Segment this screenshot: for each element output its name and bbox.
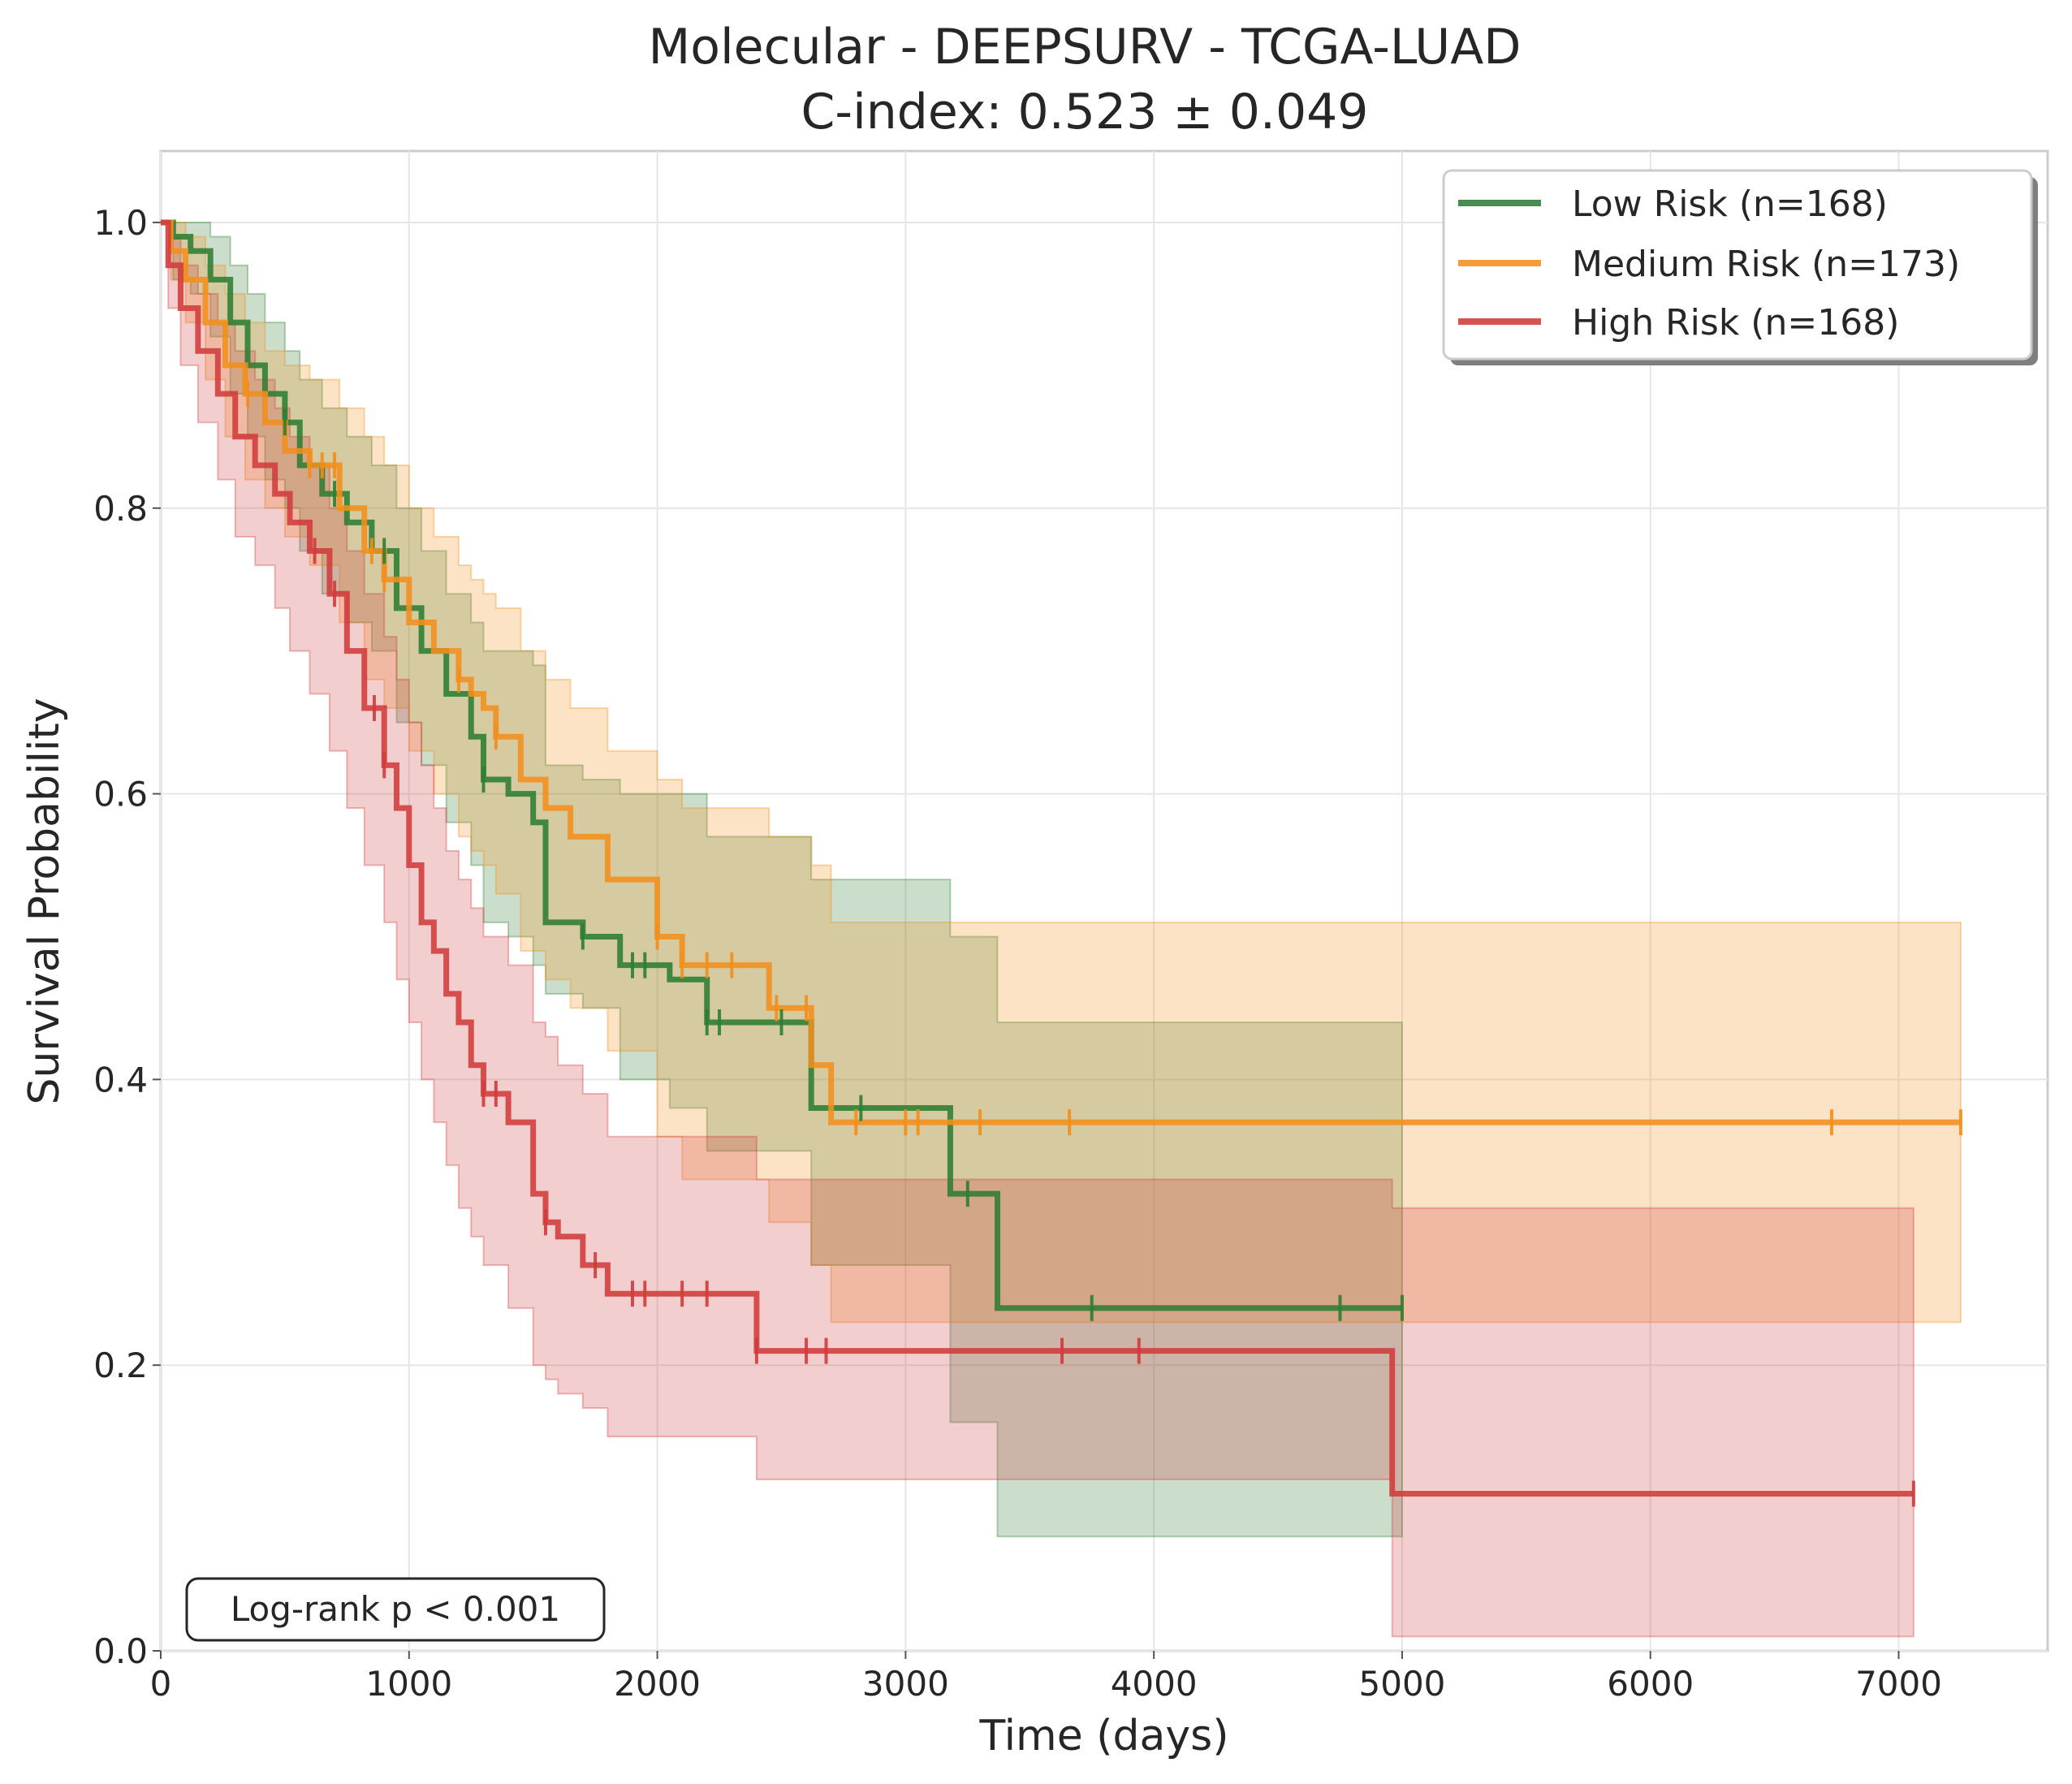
survival-curve-low-risk xyxy=(161,219,1402,1311)
legend-box xyxy=(1442,169,2033,361)
y-axis-label: Survival Probability xyxy=(20,698,69,1104)
y-tick-label: 0.0 xyxy=(93,1631,148,1671)
chart-title: Molecular - DEEPSURV - TCGA-LUAD xyxy=(649,19,1522,76)
x-tick-label: 3000 xyxy=(862,1664,949,1704)
y-tick-label: 0.6 xyxy=(93,775,148,814)
logrank-annotation: Log-rank p < 0.001 xyxy=(185,1577,606,1642)
legend-label-high-risk: High Risk (n=168) xyxy=(1572,302,1899,343)
x-tick-label: 6000 xyxy=(1607,1664,1694,1704)
grid-lines xyxy=(160,151,2048,1652)
y-tick-label: 0.4 xyxy=(93,1060,148,1099)
y-tick-label: 1.0 xyxy=(93,203,148,243)
plot-area xyxy=(159,149,2049,1652)
censor-marks xyxy=(246,381,1962,1507)
survival-curve-high-risk xyxy=(161,219,1914,1497)
x-tick-label: 2000 xyxy=(614,1664,701,1704)
survival-curves xyxy=(161,219,1961,1497)
x-axis-label: Time (days) xyxy=(978,1712,1228,1760)
x-tick-label: 7000 xyxy=(1855,1664,1942,1704)
chart-subtitle: C-index: 0.523 ± 0.049 xyxy=(801,84,1369,140)
axis-ticks: 0 1000 2000 3000 4000 5000 6000 7000 0.0 0.2 0.4 0.… xyxy=(93,203,1942,1704)
x-tick-label: 0 xyxy=(150,1664,172,1704)
legend-label-low-risk: Low Risk (n=168) xyxy=(1572,184,1888,225)
x-tick-label: 4000 xyxy=(1111,1664,1198,1704)
y-tick-label: 0.8 xyxy=(93,489,148,529)
logrank-box xyxy=(185,1577,606,1642)
legend: Low Risk (n=168) Medium Risk (n=173) Hig… xyxy=(1442,169,2038,365)
ci-band-high-risk xyxy=(161,221,1914,1638)
x-tick-label: 5000 xyxy=(1359,1664,1446,1704)
survival-curve-medium-risk xyxy=(161,219,1961,1125)
ci-band-medium-risk xyxy=(161,221,1962,1324)
logrank-text: Log-rank p < 0.001 xyxy=(231,1589,560,1629)
y-tick-label: 0.2 xyxy=(93,1346,148,1385)
x-tick-label: 1000 xyxy=(365,1664,452,1704)
legend-label-medium-risk: Medium Risk (n=173) xyxy=(1572,244,1960,285)
